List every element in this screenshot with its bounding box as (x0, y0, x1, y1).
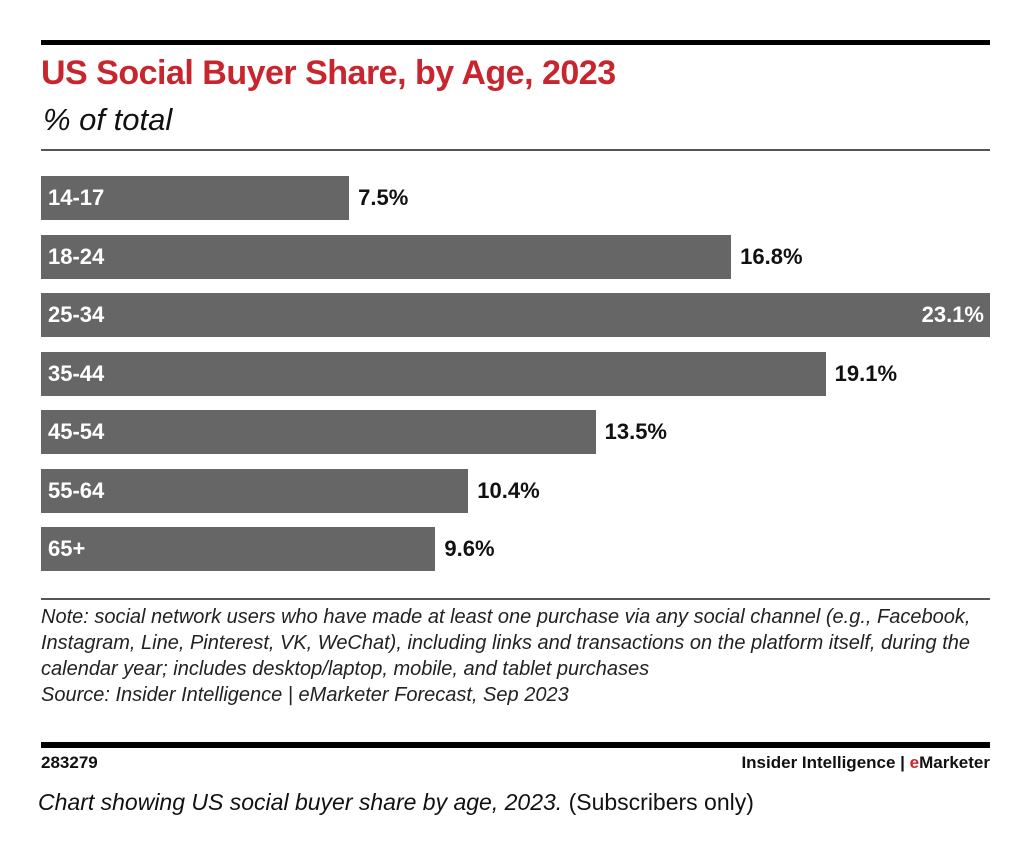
footer-divider (41, 598, 990, 600)
bar (41, 468, 469, 513)
note-text: Note: social network users who have made… (41, 606, 971, 680)
chart-notes: Note: social network users who have made… (41, 604, 1001, 708)
caption: Chart showing US social buyer share by a… (38, 789, 754, 816)
caption-plain: (Subscribers only) (562, 789, 754, 815)
data-label: 10.4% (477, 477, 540, 503)
brand-e: e (909, 753, 920, 772)
header-divider (41, 149, 990, 151)
category-label: 18-24 (48, 243, 105, 269)
bottom-rule (41, 742, 990, 748)
caption-italic: Chart showing US social buyer share by a… (38, 789, 563, 815)
source-text: Source: Insider Intelligence | eMarketer… (41, 684, 569, 706)
bar (41, 234, 732, 279)
brand-logo: Insider Intelligence | eMarketer (741, 753, 990, 773)
category-label: 45-54 (48, 419, 105, 444)
bar (41, 176, 350, 220)
data-label: 9.6% (444, 536, 495, 561)
chart-id: 283279 (41, 753, 98, 772)
chart-subtitle: % of total (43, 102, 173, 137)
data-label: 19.1% (834, 360, 898, 386)
brand-prefix: Insider Intelligence | (741, 753, 910, 772)
category-label: 35-44 (48, 360, 105, 386)
bar (41, 410, 596, 454)
bar (41, 351, 826, 396)
data-label: 13.5% (604, 419, 667, 444)
chart-title: US Social Buyer Share, by Age, 2023 (41, 54, 616, 92)
category-label: 55-64 (48, 477, 105, 503)
top-rule (41, 40, 990, 45)
bar (41, 293, 990, 337)
category-label: 65+ (48, 536, 86, 561)
data-label: 23.1% (921, 302, 984, 327)
category-label: 14-17 (48, 185, 105, 210)
bar (41, 527, 436, 571)
brand-rest: Marketer (919, 753, 990, 772)
data-label: 7.5% (358, 185, 409, 210)
data-label: 16.8% (740, 243, 803, 269)
category-label: 25-34 (48, 302, 105, 327)
